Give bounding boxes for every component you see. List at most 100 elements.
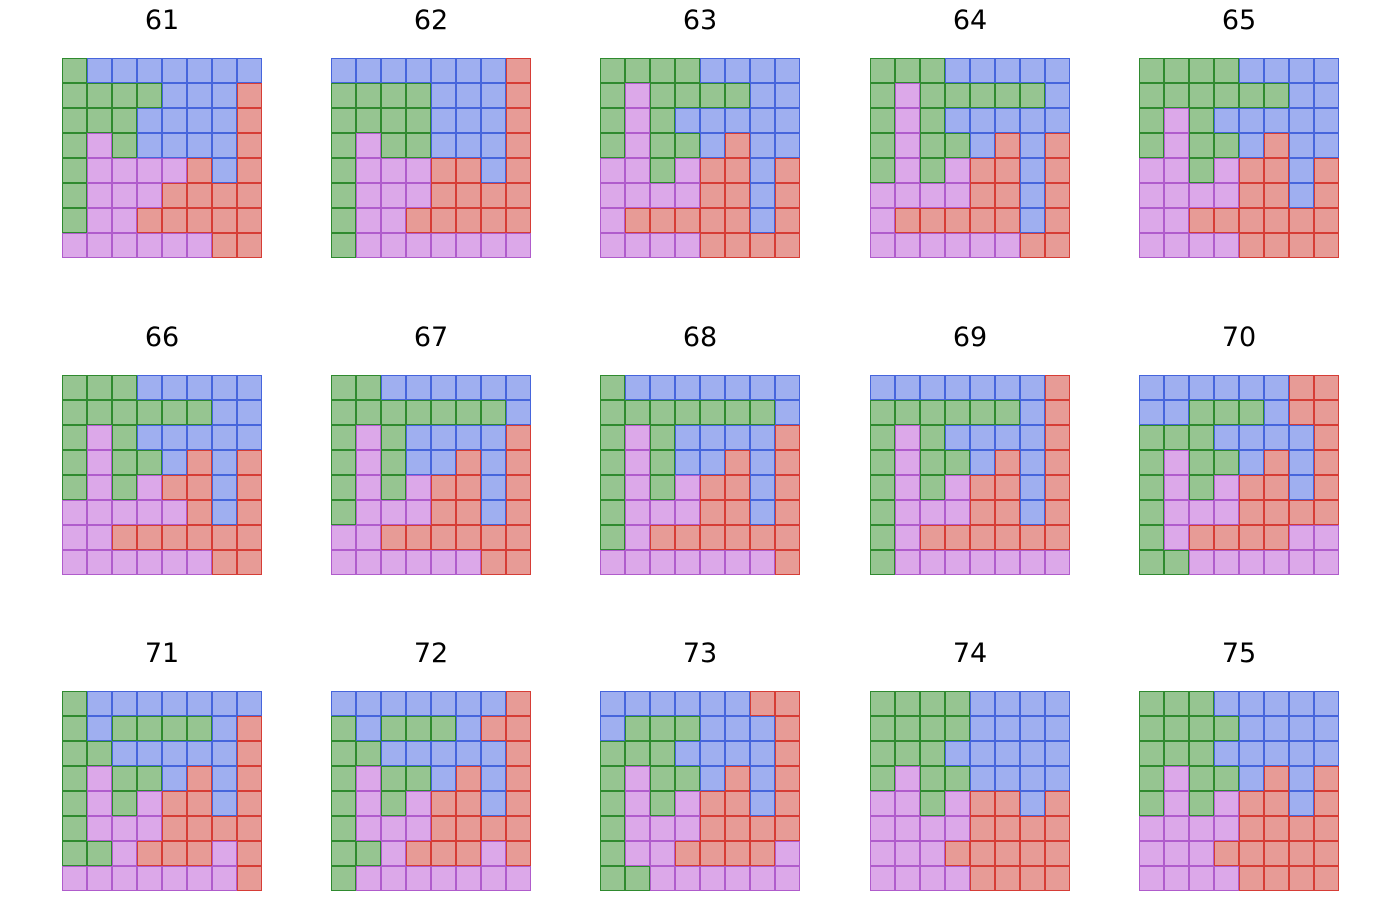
grid-cell: [945, 450, 970, 475]
grid-cell: [137, 208, 162, 233]
grid-cell: [1239, 550, 1264, 575]
grid-cell: [87, 400, 112, 425]
grid-cell: [970, 525, 995, 550]
grid-cell: [700, 450, 725, 475]
grid-cell: [481, 375, 506, 400]
grid-cell: [1020, 816, 1045, 841]
grid-cell: [920, 108, 945, 133]
grid-cell: [995, 766, 1020, 791]
grid-cell: [970, 550, 995, 575]
grid-cell: [625, 841, 650, 866]
grid-cell: [431, 158, 456, 183]
grid-cell: [506, 841, 531, 866]
grid-cell: [237, 866, 262, 891]
grid-cell: [356, 208, 381, 233]
grid-cell: [112, 375, 137, 400]
grid-cell: [406, 741, 431, 766]
grid-cell: [356, 766, 381, 791]
grid-cell: [1045, 475, 1070, 500]
grid-cell: [750, 691, 775, 716]
grid-cell: [481, 183, 506, 208]
grid-cell: [995, 208, 1020, 233]
grid-cell: [506, 766, 531, 791]
grid-cell: [506, 816, 531, 841]
grid-cell: [87, 716, 112, 741]
grid-cell: [187, 83, 212, 108]
grid-cell: [650, 475, 675, 500]
grid-cell: [945, 233, 970, 258]
grid-cell: [481, 233, 506, 258]
grid-cell: [1314, 500, 1339, 525]
puzzle-panel: 63: [600, 0, 800, 258]
grid-cell: [1214, 791, 1239, 816]
grid-cell: [625, 208, 650, 233]
grid-cell: [945, 208, 970, 233]
grid-cell: [920, 400, 945, 425]
grid-cell: [870, 233, 895, 258]
grid-cell: [625, 83, 650, 108]
grid-cell: [650, 183, 675, 208]
grid-cell: [1289, 525, 1314, 550]
grid-cell: [1045, 58, 1070, 83]
grid-cell: [1020, 500, 1045, 525]
grid-cell: [920, 550, 945, 575]
grid-cell: [87, 766, 112, 791]
grid-cell: [331, 766, 356, 791]
grid-cell: [212, 208, 237, 233]
grid-cell: [970, 58, 995, 83]
grid-cell: [675, 841, 700, 866]
grid-cell: [1164, 841, 1189, 866]
grid-cell: [700, 208, 725, 233]
grid-cell: [1214, 866, 1239, 891]
grid-cell: [1264, 133, 1289, 158]
grid-cell: [895, 58, 920, 83]
grid-cell: [87, 83, 112, 108]
grid-cell: [212, 816, 237, 841]
grid-cell: [1020, 525, 1045, 550]
tile-grid: [870, 58, 1070, 258]
grid-cell: [920, 158, 945, 183]
grid-cell: [481, 208, 506, 233]
grid-cell: [431, 766, 456, 791]
grid-cell: [1264, 741, 1289, 766]
panel-title: 67: [413, 322, 449, 353]
grid-cell: [895, 550, 920, 575]
grid-cell: [1214, 58, 1239, 83]
grid-cell: [920, 866, 945, 891]
grid-cell: [62, 816, 87, 841]
grid-cell: [920, 841, 945, 866]
grid-cell: [87, 375, 112, 400]
grid-cell: [995, 816, 1020, 841]
grid-cell: [1164, 766, 1189, 791]
grid-cell: [600, 375, 625, 400]
grid-cell: [87, 475, 112, 500]
grid-cell: [1314, 208, 1339, 233]
tile-grid: [870, 375, 1070, 575]
grid-cell: [1020, 108, 1045, 133]
grid-cell: [1139, 841, 1164, 866]
grid-cell: [481, 525, 506, 550]
grid-cell: [650, 550, 675, 575]
grid-cell: [650, 233, 675, 258]
grid-cell: [1164, 500, 1189, 525]
grid-cell: [725, 450, 750, 475]
grid-cell: [1045, 233, 1070, 258]
puzzle-panel: 73: [600, 633, 800, 891]
grid-cell: [187, 208, 212, 233]
grid-cell: [750, 108, 775, 133]
grid-cell: [895, 208, 920, 233]
grid-cell: [1264, 525, 1289, 550]
grid-cell: [137, 133, 162, 158]
grid-cell: [506, 525, 531, 550]
grid-cell: [725, 133, 750, 158]
panel-title: 75: [1221, 638, 1257, 669]
grid-cell: [331, 741, 356, 766]
grid-cell: [112, 233, 137, 258]
grid-cell: [162, 208, 187, 233]
grid-cell: [1189, 741, 1214, 766]
grid-cell: [356, 791, 381, 816]
grid-cell: [870, 183, 895, 208]
grid-cell: [1139, 375, 1164, 400]
grid-cell: [650, 58, 675, 83]
grid-cell: [1314, 550, 1339, 575]
